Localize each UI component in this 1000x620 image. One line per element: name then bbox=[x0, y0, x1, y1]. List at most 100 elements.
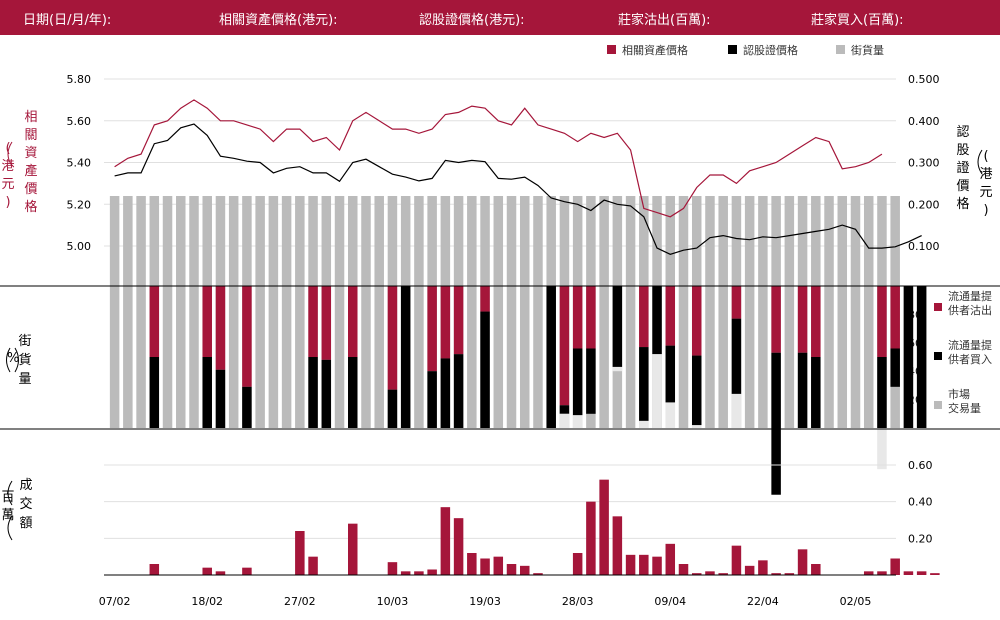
outstanding-bar bbox=[678, 196, 689, 286]
outstanding-bar bbox=[652, 196, 662, 286]
turnover-bar bbox=[930, 573, 940, 575]
underlying-price-label: 相關資產價格(港元): bbox=[219, 13, 338, 28]
paren bbox=[6, 347, 11, 373]
turnover-bar bbox=[506, 564, 517, 575]
market-volume-bar bbox=[731, 393, 742, 428]
outstanding-bar bbox=[519, 196, 530, 286]
legend-swatch bbox=[728, 45, 737, 54]
mm-buy-bar bbox=[691, 355, 702, 426]
left-axis-label: 關 bbox=[24, 128, 37, 143]
right-axis-tick-label: 0.60 bbox=[908, 459, 933, 472]
left-axis-label: 成 bbox=[19, 478, 32, 493]
outstanding-bar bbox=[863, 196, 874, 286]
mm-sell-bar bbox=[440, 286, 451, 359]
right-axis-tick-label: 0.300 bbox=[908, 157, 940, 170]
mm-buy-bar bbox=[639, 347, 649, 421]
legend-label: 供者沽出 bbox=[948, 303, 992, 317]
outstanding-bar bbox=[400, 196, 411, 286]
left-axis-label: 額 bbox=[19, 516, 32, 531]
mm-sell-bar bbox=[348, 286, 358, 357]
turnover-bar bbox=[784, 573, 795, 575]
left-axis-unit: ) bbox=[5, 195, 10, 210]
mm-sell-bar bbox=[202, 286, 212, 357]
legend-label: 街貨量 bbox=[851, 43, 884, 57]
right-axis-label: 認 bbox=[956, 124, 969, 140]
x-axis-tick-label: 18/02 bbox=[191, 595, 223, 608]
outstanding-bar bbox=[281, 286, 292, 428]
market-maker-buy-label: 莊家買入(百萬): bbox=[811, 13, 904, 28]
outstanding-bar bbox=[559, 196, 570, 286]
right-axis-unit: 元 bbox=[979, 185, 992, 200]
mm-sell-bar bbox=[242, 286, 252, 387]
market-volume-bar bbox=[572, 415, 583, 428]
info-header-bar: 日期(日/月/年): 相關資產價格(港元): 認股證價格(港元): 莊家沽出(百… bbox=[0, 0, 1000, 35]
mm-sell-bar bbox=[572, 286, 583, 349]
paren bbox=[7, 515, 13, 541]
left-axis-unit: 百 bbox=[1, 490, 14, 505]
outstanding-bar bbox=[837, 196, 848, 286]
outstanding-bar bbox=[890, 196, 900, 286]
turnover-bar bbox=[691, 573, 702, 575]
outstanding-bar bbox=[639, 196, 649, 286]
warrant-price-label: 認股證價格(港元): bbox=[419, 13, 525, 28]
turnover-bar bbox=[599, 479, 609, 575]
paren bbox=[7, 480, 13, 506]
left-axis-unit: 萬 bbox=[1, 508, 14, 523]
outstanding-bar bbox=[758, 286, 768, 428]
outstanding-bar bbox=[691, 196, 702, 286]
outstanding-bar bbox=[506, 196, 517, 286]
outstanding-bar bbox=[228, 286, 239, 428]
outstanding-bar bbox=[705, 286, 715, 428]
mm-buy-bar bbox=[400, 286, 411, 428]
right-axis-label: 價 bbox=[956, 179, 969, 194]
market-volume-bar bbox=[877, 428, 887, 470]
mm-buy-bar bbox=[321, 359, 332, 428]
outstanding-bar bbox=[599, 196, 609, 286]
mm-sell-bar bbox=[877, 286, 887, 357]
left-axis-label: 產 bbox=[24, 163, 37, 179]
outstanding-bar bbox=[374, 196, 384, 286]
turnover-bar bbox=[242, 567, 252, 575]
mm-buy-bar bbox=[903, 286, 914, 428]
outstanding-bar bbox=[493, 286, 504, 428]
x-axis-tick-label: 10/03 bbox=[377, 595, 409, 608]
outstanding-bar bbox=[771, 196, 781, 286]
outstanding-bar bbox=[268, 286, 279, 428]
mm-sell-bar bbox=[453, 286, 464, 355]
outstanding-bar bbox=[295, 196, 305, 286]
outstanding-bar bbox=[493, 196, 504, 286]
x-axis-tick-label: 09/04 bbox=[654, 595, 686, 608]
turnover-bar bbox=[639, 554, 649, 575]
mm-buy-bar bbox=[453, 354, 464, 428]
right-axis-tick-label: 0.500 bbox=[908, 73, 940, 86]
outstanding-bar bbox=[176, 196, 186, 286]
outstanding-bar bbox=[215, 196, 226, 286]
x-axis-tick-label: 19/03 bbox=[469, 595, 501, 608]
right-axis-unit: 港 bbox=[979, 167, 992, 182]
outstanding-bar bbox=[149, 196, 160, 286]
outstanding-bar bbox=[361, 196, 371, 286]
legend-label: 交易量 bbox=[948, 401, 981, 415]
x-axis-tick-label: 02/05 bbox=[840, 595, 872, 608]
outstanding-bar bbox=[625, 286, 636, 428]
turnover-bar bbox=[744, 565, 755, 575]
outstanding-bar bbox=[784, 196, 795, 286]
left-axis-label: 交 bbox=[19, 496, 32, 512]
turnover-bar bbox=[400, 571, 411, 575]
outstanding-bar bbox=[255, 286, 265, 428]
outstanding-bar bbox=[202, 196, 212, 286]
outstanding-bar bbox=[612, 196, 623, 286]
right-axis-tick-label: 0.100 bbox=[908, 240, 940, 253]
mm-buy-bar bbox=[665, 345, 676, 403]
mm-buy-bar bbox=[308, 357, 318, 428]
outstanding-bar bbox=[625, 196, 636, 286]
date-label: 日期(日/月/年): bbox=[23, 13, 112, 28]
outstanding-bar bbox=[453, 196, 464, 286]
outstanding-bar bbox=[109, 196, 120, 286]
mm-buy-bar bbox=[890, 348, 900, 387]
outstanding-bar bbox=[321, 196, 332, 286]
turnover-bar bbox=[308, 556, 318, 575]
turnover-bar bbox=[625, 554, 636, 575]
mm-sell-bar bbox=[811, 286, 821, 357]
mm-buy-bar bbox=[877, 357, 887, 428]
